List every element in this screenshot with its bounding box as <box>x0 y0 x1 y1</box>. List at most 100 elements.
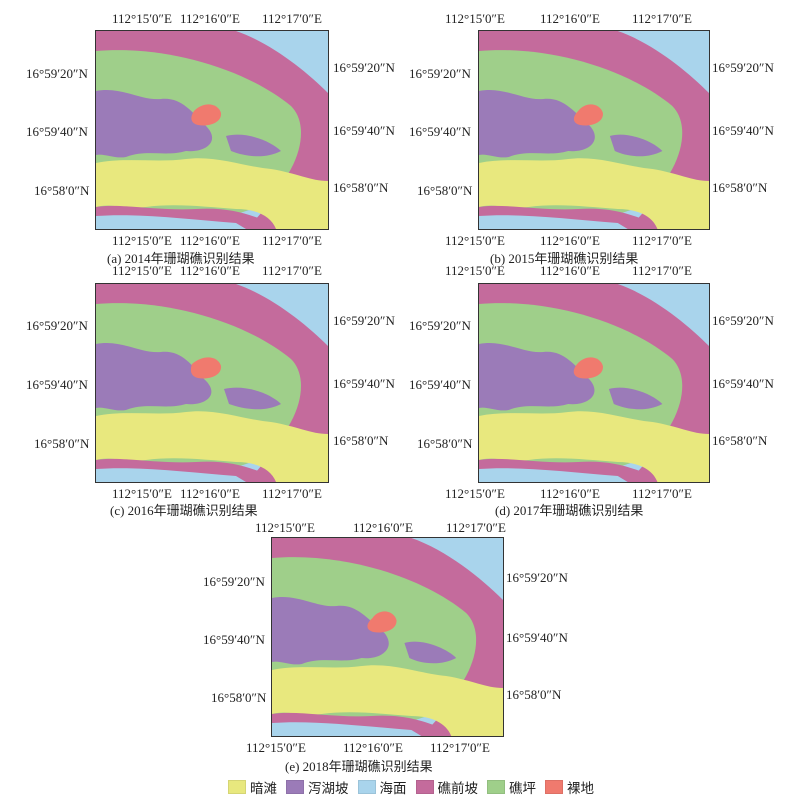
fore-reef-slope-region <box>272 538 503 736</box>
lon-label-top-1: 112°15′0″E <box>445 11 505 26</box>
legend-item-sea: 海面 <box>357 777 407 797</box>
fore-reef-slope-region <box>479 284 709 482</box>
panel-caption-d: (d) 2017年珊瑚礁识别结果 <box>495 503 644 518</box>
lon-label-top-1: 112°15′0″E <box>255 520 315 535</box>
lon-label-bottom-3: 112°17′0″E <box>632 486 692 501</box>
shoal-region <box>96 158 328 229</box>
map-area-e <box>271 537 504 737</box>
lon-label-bottom-2: 112°16′0″E <box>180 486 240 501</box>
lon-label-top-2: 112°16′0″E <box>540 263 600 278</box>
lagoon-slope-patch <box>609 134 663 157</box>
lon-label-top-2: 112°16′0″E <box>180 11 240 26</box>
lat-label-left-1: 16°59′20″N <box>203 574 265 589</box>
legend-swatch <box>286 780 304 794</box>
lat-label-left-1: 16°59′20″N <box>409 318 471 333</box>
reef-map-a <box>96 31 328 229</box>
sea-south-strip <box>479 215 628 229</box>
legend-label: 礁前坡 <box>437 781 479 796</box>
lat-label-left-3: 16°58′0″N <box>34 436 90 451</box>
sea-south-strip <box>479 468 628 482</box>
lon-label-bottom-2: 112°16′0″E <box>180 233 240 248</box>
lat-label-left-1: 16°59′20″N <box>26 318 88 333</box>
lat-label-right-3: 16°58′0″N <box>506 687 562 702</box>
map-area-b <box>478 30 710 230</box>
lat-label-right-2: 16°59′40″N <box>506 630 568 645</box>
legend-item-reef-flat: 礁坪 <box>487 777 536 797</box>
lon-label-top-1: 112°15′0″E <box>112 263 172 278</box>
lat-label-left-2: 16°59′40″N <box>26 124 88 139</box>
lat-label-right-2: 16°59′40″N <box>712 376 774 391</box>
lat-label-right-1: 16°59′20″N <box>712 60 774 75</box>
lat-label-right-3: 16°58′0″N <box>712 180 768 195</box>
lon-label-top-3: 112°17′0″E <box>262 263 322 278</box>
lagoon-slope-region <box>479 89 595 158</box>
legend-item-fore-reef-slope: 礁前坡 <box>415 777 479 797</box>
lon-label-bottom-3: 112°17′0″E <box>430 740 490 755</box>
reef-map-e <box>272 538 503 736</box>
lon-label-bottom-1: 112°15′0″E <box>445 486 505 501</box>
lat-label-right-3: 16°58′0″N <box>333 433 389 448</box>
panel-caption-c: (c) 2016年珊瑚礁识别结果 <box>110 503 258 518</box>
shoal-region <box>479 158 709 229</box>
lat-label-left-3: 16°58′0″N <box>417 183 473 198</box>
lon-label-bottom-1: 112°15′0″E <box>246 740 306 755</box>
sea-south-strip <box>96 215 246 229</box>
shoal-region <box>479 411 709 482</box>
legend-item-bare-land: 裸地 <box>545 777 594 797</box>
legend-label: 暗滩 <box>250 781 277 796</box>
lon-label-bottom-1: 112°15′0″E <box>112 233 172 248</box>
shoal-region <box>272 665 503 736</box>
legend-swatch <box>357 780 376 794</box>
lon-label-bottom-3: 112°17′0″E <box>632 233 692 248</box>
bare-land-region <box>190 357 222 379</box>
bare-land-region <box>573 104 603 126</box>
map-area-a <box>95 30 329 230</box>
lagoon-slope-region <box>96 89 213 158</box>
lon-label-bottom-2: 112°16′0″E <box>343 740 403 755</box>
lat-label-right-2: 16°59′40″N <box>712 123 774 138</box>
legend: 暗滩 泻湖坡 海面 礁前坡 礁坪 裸地 <box>228 778 603 796</box>
lat-label-right-3: 16°58′0″N <box>712 433 768 448</box>
legend-swatch <box>415 780 434 794</box>
lat-label-right-2: 16°59′40″N <box>333 123 395 138</box>
legend-item-lagoon-slope: 泻湖坡 <box>286 777 349 797</box>
legend-item-shoal: 暗滩 <box>228 777 277 797</box>
panel-caption-e: (e) 2018年珊瑚礁识别结果 <box>285 759 433 774</box>
lat-label-right-1: 16°59′20″N <box>712 313 774 328</box>
lat-label-left-1: 16°59′20″N <box>409 66 471 81</box>
lon-label-top-3: 112°17′0″E <box>632 263 692 278</box>
panel-caption-b: (b) 2015年珊瑚礁识别结果 <box>490 251 639 266</box>
bare-land-region <box>367 611 397 633</box>
lat-label-left-2: 16°59′40″N <box>409 377 471 392</box>
legend-label: 裸地 <box>567 781 594 796</box>
lon-label-bottom-1: 112°15′0″E <box>112 486 172 501</box>
legend-swatch <box>487 780 505 794</box>
sea-south-strip <box>272 722 422 736</box>
legend-swatch <box>545 780 563 794</box>
lon-label-top-2: 112°16′0″E <box>180 263 240 278</box>
lon-label-top-1: 112°15′0″E <box>445 263 505 278</box>
map-area-c <box>95 283 329 483</box>
lagoon-slope-region <box>272 596 389 665</box>
legend-label: 泻湖坡 <box>308 781 349 796</box>
map-area-d <box>478 283 710 483</box>
lon-label-top-3: 112°17′0″E <box>632 11 692 26</box>
bare-land-region <box>573 357 603 379</box>
lon-label-bottom-2: 112°16′0″E <box>540 486 600 501</box>
lon-label-bottom-3: 112°17′0″E <box>262 233 322 248</box>
lat-label-left-3: 16°58′0″N <box>417 436 473 451</box>
lat-label-left-2: 16°59′40″N <box>26 377 88 392</box>
lat-label-left-3: 16°58′0″N <box>34 183 90 198</box>
legend-label: 礁坪 <box>509 781 536 796</box>
lagoon-slope-region <box>96 342 212 411</box>
reef-map-b <box>479 31 709 229</box>
lat-label-left-1: 16°59′20″N <box>26 66 88 81</box>
lat-label-right-1: 16°59′20″N <box>506 570 568 585</box>
shoal-region <box>96 411 328 482</box>
lagoon-slope-patch <box>608 387 663 410</box>
fore-reef-slope-region <box>479 31 709 229</box>
lon-label-top-2: 112°16′0″E <box>353 520 413 535</box>
lon-label-top-2: 112°16′0″E <box>540 11 600 26</box>
fore-reef-slope-region <box>96 284 328 482</box>
lat-label-left-2: 16°59′40″N <box>409 124 471 139</box>
